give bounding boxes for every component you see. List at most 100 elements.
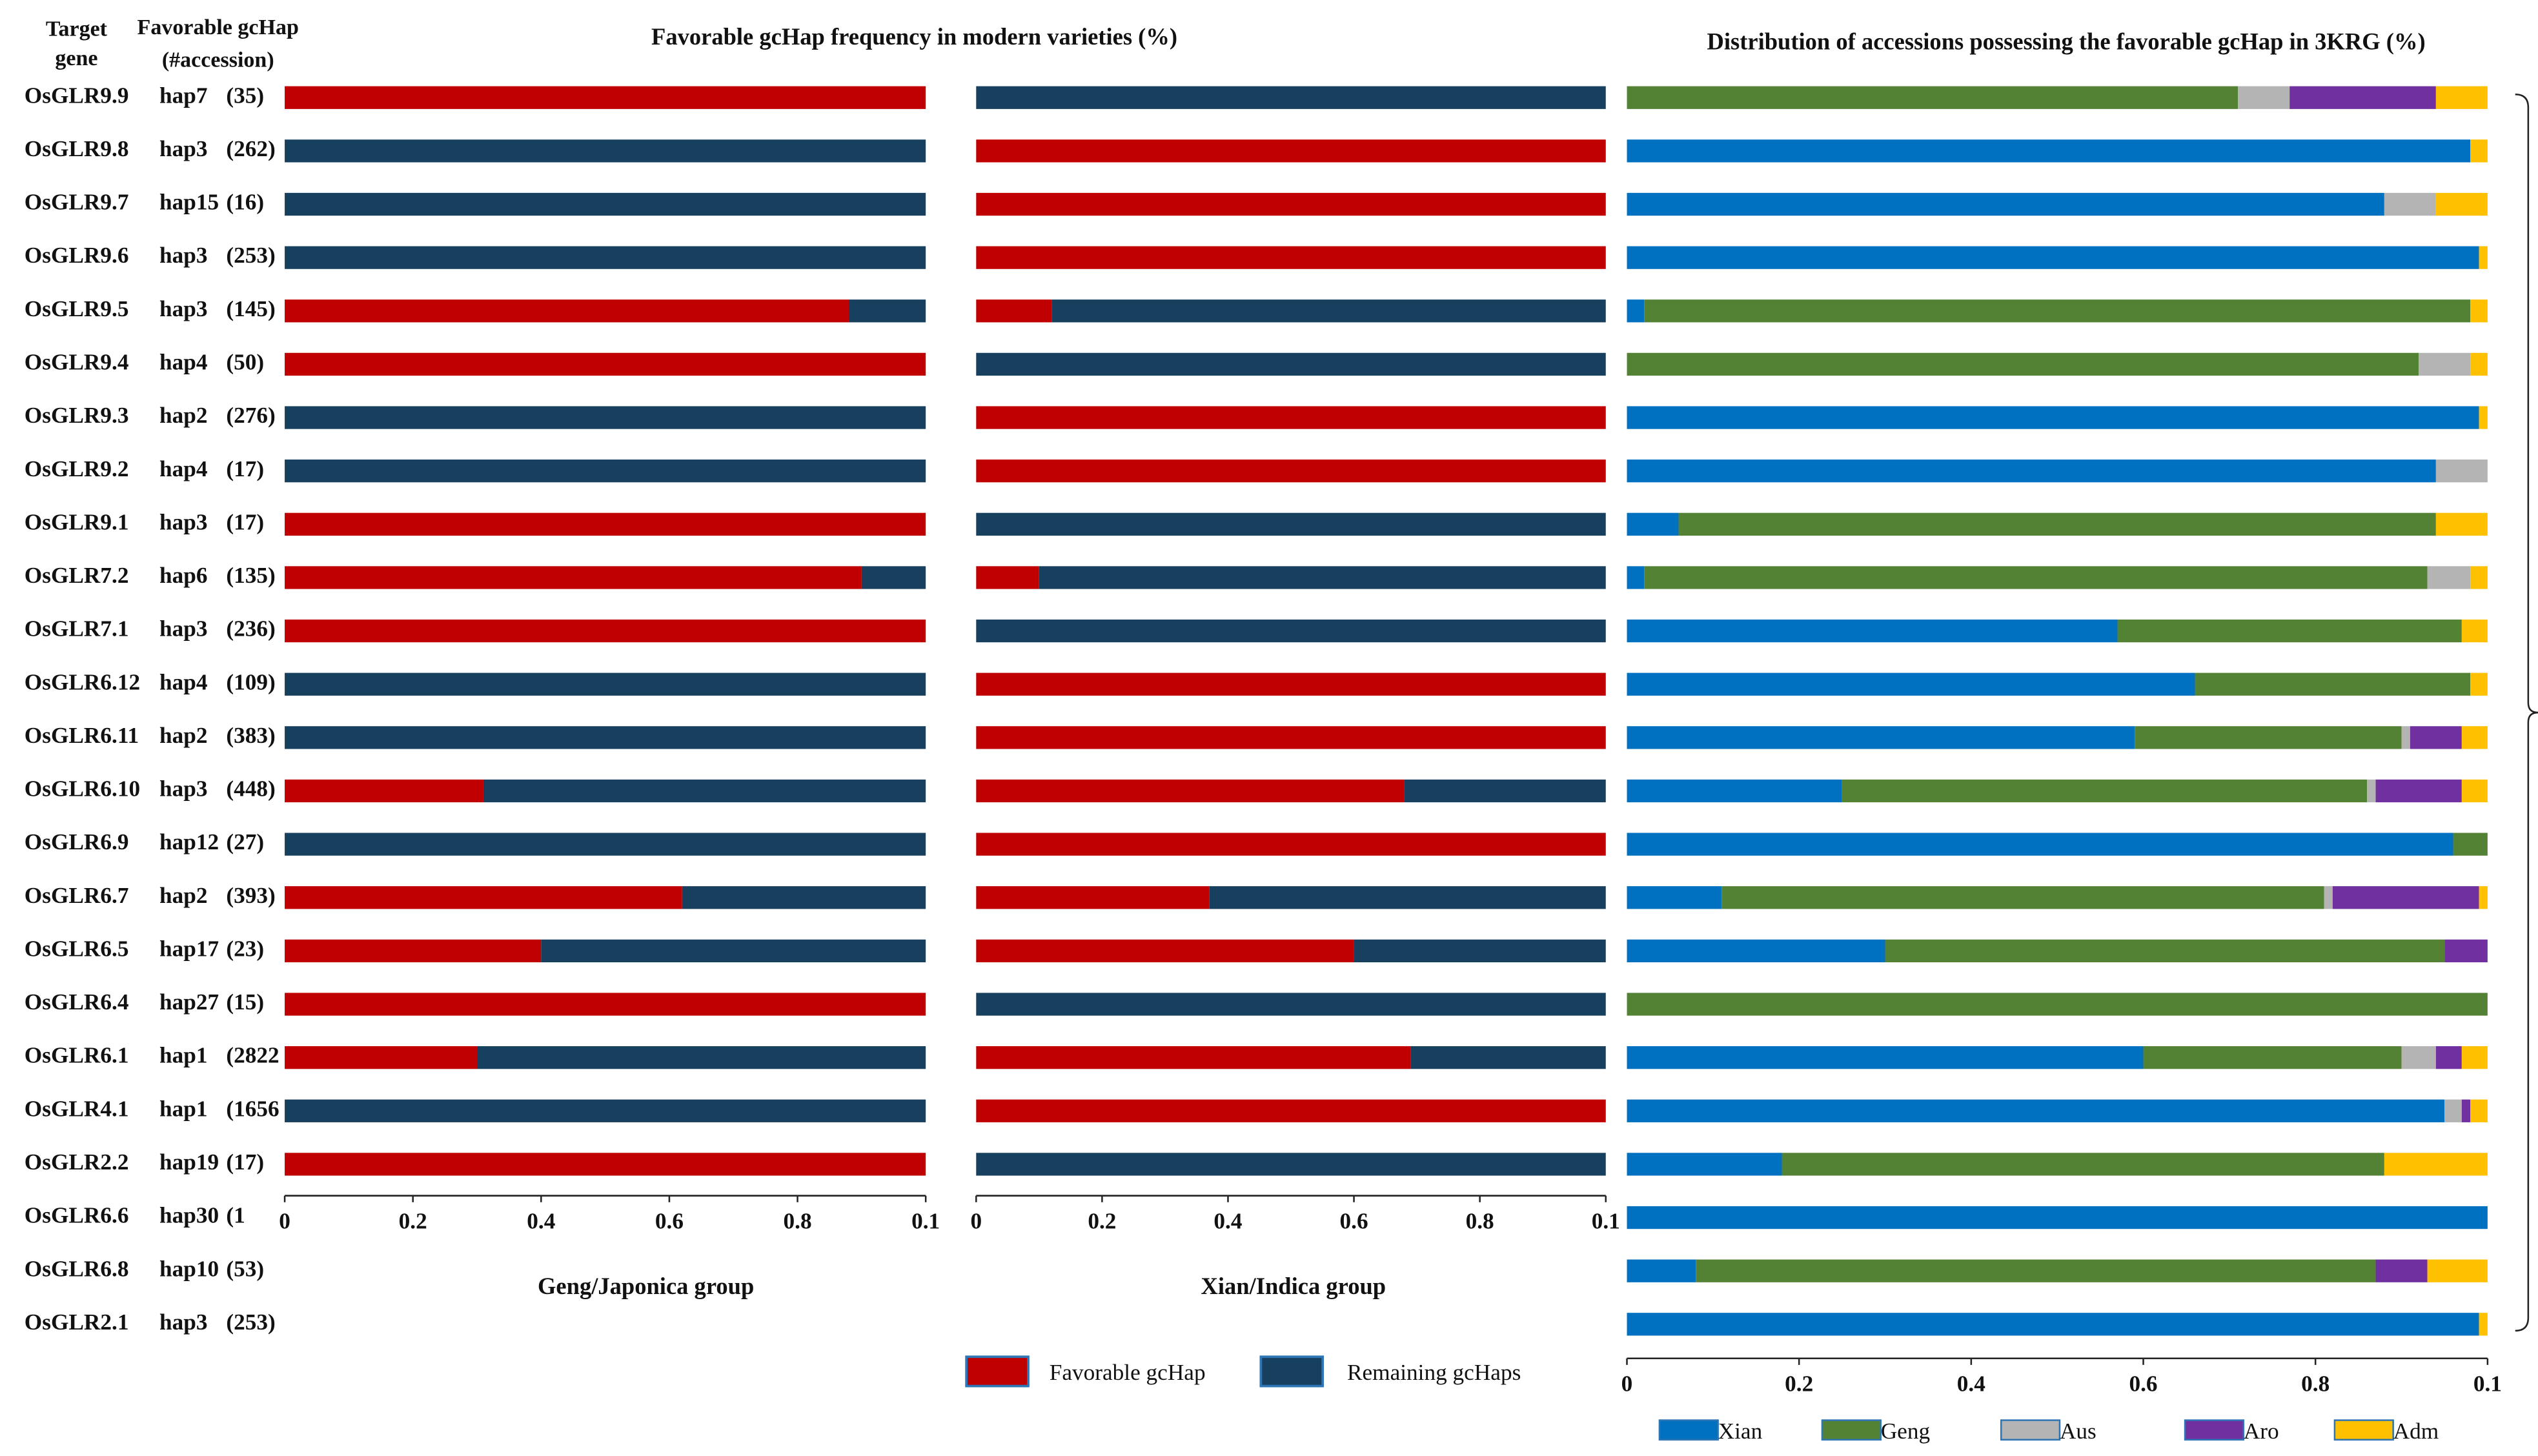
bar-segment <box>2401 726 2410 749</box>
legend-label: Geng <box>1881 1419 1930 1444</box>
bar-segment <box>2444 1099 2462 1122</box>
bar-segment <box>2479 886 2488 909</box>
bar-segment <box>2410 726 2462 749</box>
bar-segment <box>2135 726 2402 749</box>
bar-segment <box>285 352 926 376</box>
bar-segment <box>285 779 483 803</box>
chart-title: Favorable gcHap frequency in modern vari… <box>651 23 1177 50</box>
bar-segment <box>1627 86 2239 109</box>
bar-segment <box>2435 460 2488 483</box>
count-label: (276) <box>226 403 275 428</box>
x-tick-label: 0.1 <box>1592 1209 1620 1234</box>
bar-segment <box>285 139 926 163</box>
header-hap: (#accession) <box>162 48 274 72</box>
header-gene: gene <box>55 46 97 70</box>
gene-label: OsGLR6.4 <box>25 989 129 1015</box>
x-tick-label: 0.2 <box>1088 1209 1116 1234</box>
count-label: (253) <box>226 1309 275 1335</box>
count-label: (2822 <box>226 1043 279 1068</box>
count-label: (50) <box>226 350 264 375</box>
x-tick-label: 0.1 <box>911 1209 940 1234</box>
bar-segment <box>2470 1099 2488 1122</box>
x-axis-label: Xian/Indica group <box>1201 1273 1386 1299</box>
count-label: (135) <box>226 563 275 588</box>
hap-label: hap4 <box>159 669 207 694</box>
x-axis-label: Geng/Japonica group <box>538 1273 754 1299</box>
bar-segment <box>285 566 862 589</box>
legend-swatch <box>1658 1419 1719 1441</box>
bar-segment <box>976 139 1606 163</box>
bar-segment <box>976 86 1606 109</box>
bar-segment <box>2419 352 2471 376</box>
bar-segment <box>1627 1206 2488 1229</box>
bar-segment <box>1627 672 2195 696</box>
bar-segment <box>976 833 1606 856</box>
x-tick-label: 0.8 <box>784 1209 812 1234</box>
legend-swatch <box>2184 1419 2245 1441</box>
hap-label: hap3 <box>159 136 207 161</box>
hap-label: hap3 <box>159 616 207 642</box>
gene-label: OsGLR6.1 <box>25 1043 129 1068</box>
bar-segment <box>2461 726 2488 749</box>
bar-segment <box>1410 1046 1606 1069</box>
bar-segment <box>2435 86 2488 109</box>
bar-segment <box>285 192 926 216</box>
gene-label: OsGLR4.1 <box>25 1096 129 1121</box>
bar-segment <box>1627 566 1645 589</box>
hap-label: hap6 <box>159 563 207 588</box>
bar-segment <box>1885 939 2445 963</box>
gene-label: OsGLR9.2 <box>25 456 129 481</box>
bar-segment <box>1627 1046 2144 1069</box>
bar-segment <box>1627 1313 2479 1336</box>
bar-segment <box>976 406 1606 429</box>
x-tick-label: 0.2 <box>1785 1371 1813 1397</box>
bar-segment <box>285 299 849 323</box>
bar-segment <box>2470 299 2488 323</box>
bar-segment <box>1627 833 2453 856</box>
bar-segment <box>2427 1259 2488 1282</box>
bar-segment <box>976 566 1039 589</box>
legend-label: Favorable gcHap <box>1050 1360 1206 1385</box>
gene-label: OsGLR7.2 <box>25 563 129 588</box>
bar-segment <box>2332 886 2479 909</box>
bar-segment <box>976 1099 1606 1122</box>
bar-segment <box>2195 672 2471 696</box>
bar-segment <box>1842 779 2368 803</box>
bar-segment <box>2479 246 2488 269</box>
bar-segment <box>1627 779 1842 803</box>
count-label: (262) <box>226 136 275 161</box>
count-label: (253) <box>226 243 275 268</box>
bar-segment <box>2289 86 2436 109</box>
gene-label: OsGLR6.12 <box>25 669 140 694</box>
bar-segment <box>1627 939 1885 963</box>
bar-segment <box>976 352 1606 376</box>
count-label: (17) <box>226 1149 264 1175</box>
bar-segment <box>1354 939 1606 963</box>
count-label: (17) <box>226 456 264 481</box>
bracket <box>2515 93 2538 1332</box>
bar-segment <box>1039 566 1606 589</box>
bar-segment <box>285 886 682 909</box>
bar-segment <box>1627 726 2135 749</box>
bar-segment <box>1627 460 2436 483</box>
bar-segment <box>2461 779 2488 803</box>
gene-label: OsGLR9.3 <box>25 403 129 428</box>
gene-label: OsGLR2.2 <box>25 1149 129 1175</box>
hap-label: hap19 <box>159 1149 219 1175</box>
bar-segment <box>2435 1046 2462 1069</box>
x-tick-label: 0.4 <box>1957 1371 1985 1397</box>
gene-label: OsGLR9.9 <box>25 83 129 108</box>
bar-segment <box>976 1046 1411 1069</box>
legend-swatch <box>2333 1419 2394 1441</box>
bar-segment <box>541 939 926 963</box>
bar-segment <box>1627 1099 2445 1122</box>
bar-segment <box>2143 1046 2402 1069</box>
gene-label: OsGLR9.4 <box>25 350 129 375</box>
bar-segment <box>976 512 1606 536</box>
bar-segment <box>1627 886 1722 909</box>
bar-segment <box>1627 246 2479 269</box>
hap-label: hap3 <box>159 776 207 802</box>
count-label: (145) <box>226 296 275 321</box>
count-label: (23) <box>226 936 264 961</box>
count-label: (27) <box>226 829 264 854</box>
